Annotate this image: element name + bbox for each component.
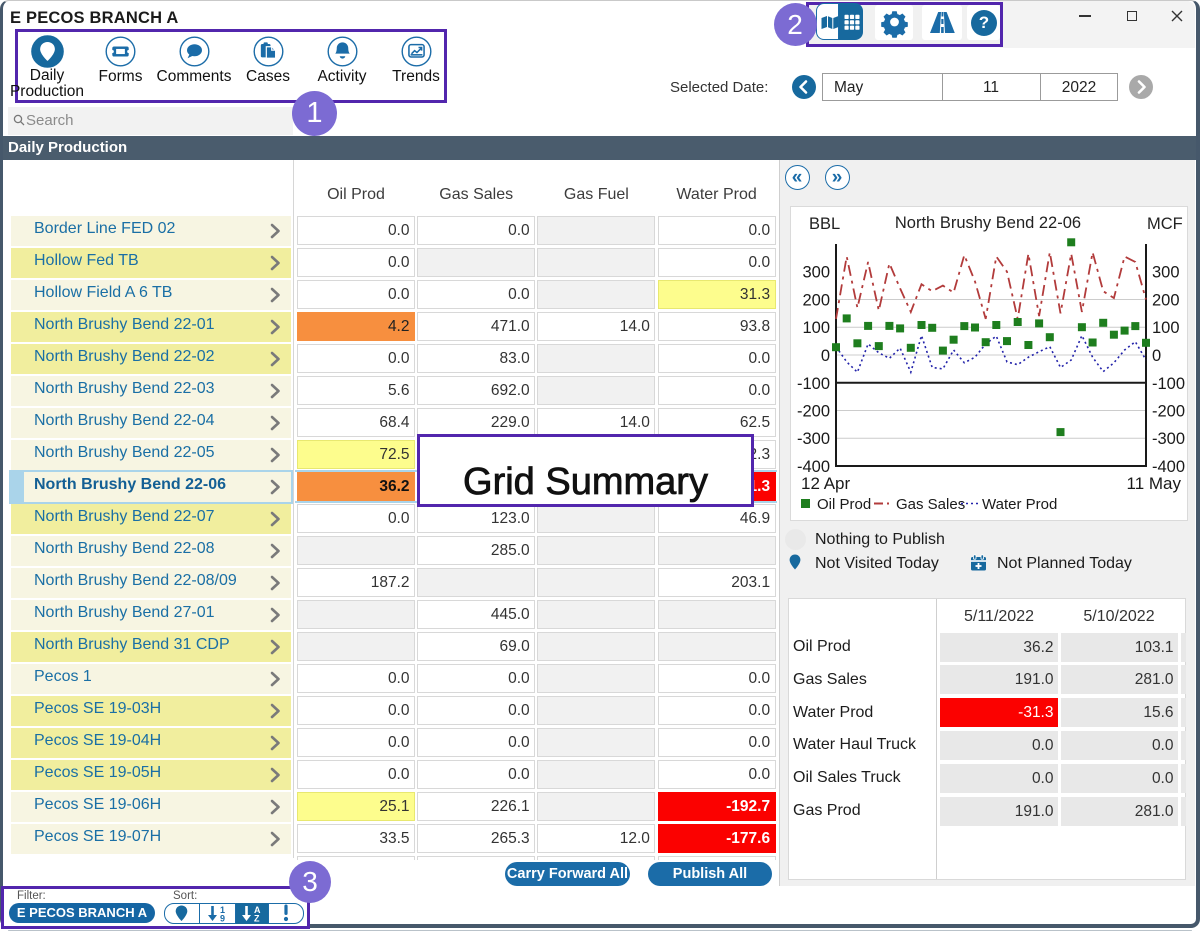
svg-text:0: 0	[1152, 347, 1161, 365]
svg-text:-100: -100	[797, 375, 830, 393]
svg-text:A: A	[254, 905, 261, 915]
svg-text:-200: -200	[797, 403, 830, 421]
svg-text:200: 200	[1152, 292, 1180, 310]
svg-text:Z: Z	[254, 914, 260, 923]
svg-text:-200: -200	[1152, 403, 1185, 421]
svg-text:100: 100	[1152, 319, 1180, 337]
svg-text:-400: -400	[1152, 458, 1185, 476]
svg-text:300: 300	[1152, 264, 1180, 282]
svg-text:Gas Sales: Gas Sales	[896, 496, 965, 513]
svg-text:0: 0	[821, 347, 830, 365]
svg-text:Water Prod: Water Prod	[982, 496, 1057, 513]
svg-text:MCF: MCF	[1147, 215, 1183, 233]
svg-text:12 Apr: 12 Apr	[801, 474, 850, 493]
svg-text:1: 1	[220, 905, 225, 915]
svg-text:-100: -100	[1152, 375, 1185, 393]
svg-text:BBL: BBL	[809, 215, 840, 233]
svg-text:-300: -300	[1152, 430, 1185, 448]
svg-text:300: 300	[802, 264, 830, 282]
svg-text:-400: -400	[797, 458, 830, 476]
svg-text:North Brushy Bend 22-06: North Brushy Bend 22-06	[895, 214, 1081, 232]
svg-text:100: 100	[802, 319, 830, 337]
svg-text:9: 9	[220, 914, 225, 923]
svg-text:Oil Prod: Oil Prod	[817, 496, 871, 513]
svg-text:200: 200	[802, 292, 830, 310]
svg-text:11 May: 11 May	[1127, 474, 1182, 493]
svg-text:-300: -300	[797, 430, 830, 448]
